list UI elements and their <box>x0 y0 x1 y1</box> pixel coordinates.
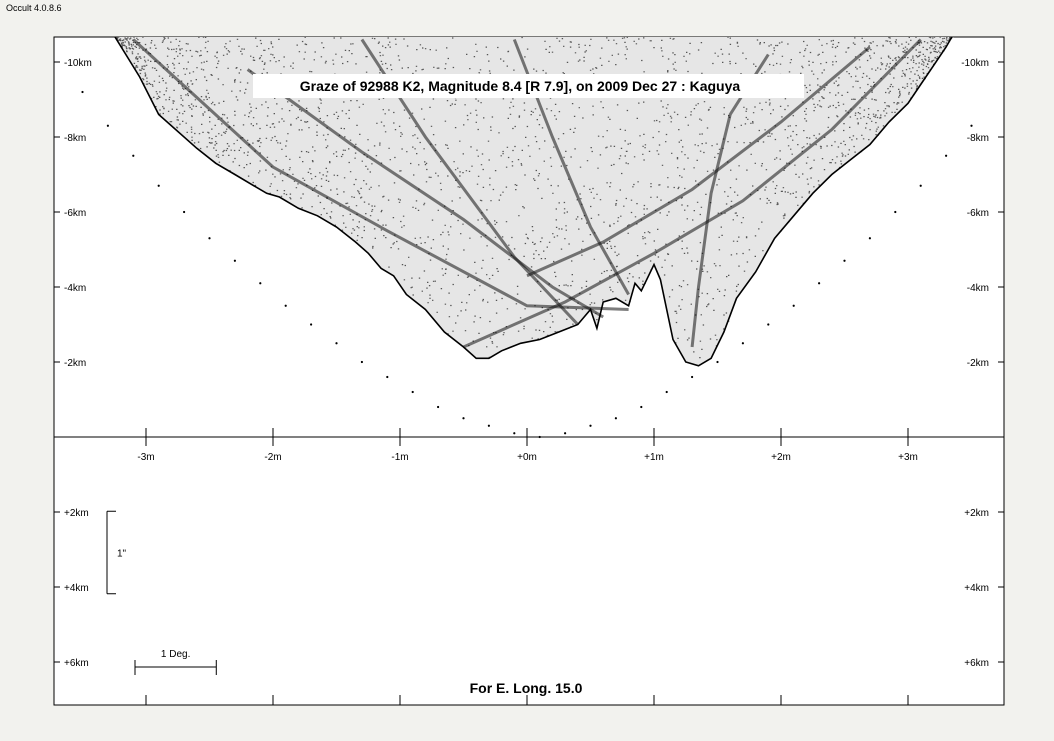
limb-cloud-stipple <box>114 37 954 359</box>
mean-limb-point <box>818 282 821 285</box>
mean-limb-point <box>919 184 922 187</box>
mean-limb-point <box>437 405 440 409</box>
degree-scale-label: 1 Deg. <box>161 649 190 660</box>
limb-cloud-streak <box>462 38 922 349</box>
y-tick-label-right: -4km <box>967 283 989 294</box>
mean-limb-point <box>945 154 948 157</box>
mean-limb-point <box>411 390 414 394</box>
y-tick-label-left: -2km <box>64 358 86 369</box>
mean-limb-point <box>716 360 719 364</box>
mean-limb-point <box>335 342 338 345</box>
y-tick-label-left: -6km <box>64 208 86 219</box>
mean-limb-point <box>538 435 541 439</box>
mean-limb-point <box>691 375 694 379</box>
mean-limb-point <box>284 304 287 307</box>
y-tick-label-right: -6km <box>967 208 989 219</box>
y-tick-label-right: +4km <box>964 583 989 594</box>
app-version-label: Occult 4.0.8.6 <box>6 3 62 13</box>
mean-limb-point <box>360 360 363 364</box>
y-tick-label-left: -4km <box>64 283 86 294</box>
mean-limb-point <box>386 375 389 379</box>
y-tick-label-right: +2km <box>964 508 989 519</box>
mean-limb-point <box>767 323 770 326</box>
chart-title-background <box>253 74 804 98</box>
y-tick-label-left: -8km <box>64 133 86 144</box>
x-tick-label: +3m <box>898 452 918 463</box>
y-tick-label-left: -10km <box>64 58 92 69</box>
mean-limb-point <box>259 282 262 285</box>
x-axis-ticks: -3m -2m -1m +0m +1m +2m +3m <box>137 428 918 705</box>
x-tick-label: -2m <box>264 452 281 463</box>
mean-limb-dots <box>81 90 973 439</box>
limb-cloud-fill <box>115 37 952 366</box>
arcsec-scale-label: 1" <box>117 549 127 560</box>
mean-limb-point <box>894 210 897 214</box>
mean-limb-point <box>970 124 973 127</box>
mean-limb-point <box>233 259 236 262</box>
y-tick-label-left: +4km <box>64 583 89 594</box>
mean-limb-point <box>81 90 84 94</box>
scale-bars: 1" 1 Deg. <box>106 510 217 675</box>
mean-limb-point <box>665 390 668 394</box>
limb-cloud-streak <box>246 68 604 319</box>
x-tick-label: +1m <box>644 452 664 463</box>
x-tick-label: +2m <box>771 452 791 463</box>
mean-limb-point <box>868 237 872 240</box>
mean-limb-point <box>310 323 313 326</box>
y-tick-label-left: +2km <box>64 508 89 519</box>
mean-limb-point <box>843 259 846 262</box>
mean-limb-point <box>513 432 516 435</box>
y-tick-label-right: -10km <box>961 58 989 69</box>
mean-limb-point <box>106 124 109 127</box>
mean-limb-point <box>614 417 618 420</box>
y-tick-label-left: +6km <box>64 658 89 669</box>
x-tick-label: -1m <box>391 452 408 463</box>
mean-limb-point <box>741 342 745 345</box>
x-tick-label: +0m <box>517 452 537 463</box>
limb-cloud-streak <box>526 45 871 278</box>
mean-limb-point <box>640 405 643 409</box>
chart-title: Graze of 92988 K2, Magnitude 8.4 [R 7.9]… <box>300 78 741 94</box>
x-tick-label: -3m <box>137 452 154 463</box>
mean-limb-point <box>132 154 135 157</box>
mean-limb-point <box>792 304 795 307</box>
y-tick-label-right: +6km <box>964 658 989 669</box>
mean-limb-point <box>157 184 160 187</box>
y-tick-label-right: -2km <box>967 358 989 369</box>
y-axis-ticks: -10km -10km -8km -8km -6km -6km -4km -4km -2km -2… <box>54 58 1004 669</box>
mean-limb-point <box>564 432 567 435</box>
mean-limb-point <box>208 237 211 240</box>
y-tick-label-right: -8km <box>967 133 989 144</box>
limb-profile-cloud <box>114 37 954 367</box>
mean-limb-point <box>487 424 490 427</box>
mean-limb-point <box>462 417 465 420</box>
chart-footer-longitude: For E. Long. 15.0 <box>470 680 583 696</box>
mean-limb-point <box>183 210 186 214</box>
limb-edge-outline <box>114 37 953 367</box>
mean-limb-point <box>589 424 592 427</box>
